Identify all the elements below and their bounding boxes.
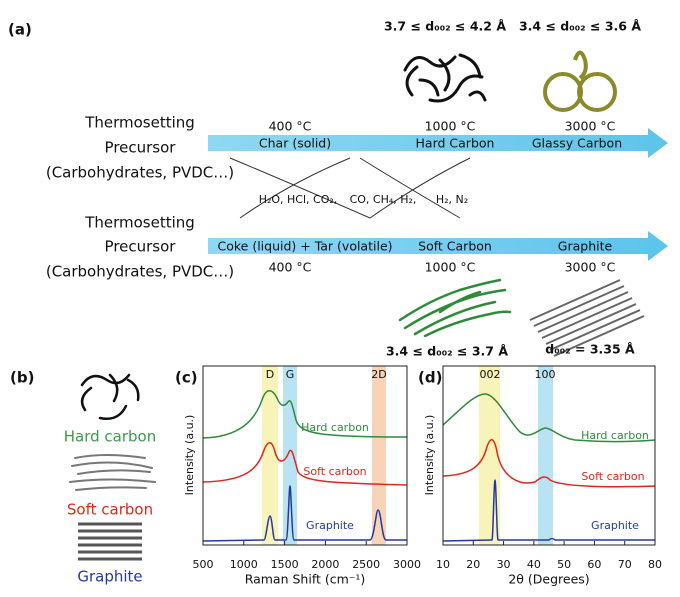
spacing-label: 3.7 ≤ d₀₀₂ ≤ 4.2 Å — [384, 19, 506, 34]
spectrum — [202, 485, 407, 542]
x-axis: 10 20 30 40 50 60 70 80 — [436, 541, 662, 571]
curve-label: Soft carbon — [581, 470, 644, 483]
spectrum — [202, 442, 408, 486]
x-tick-label: 1500 — [271, 558, 299, 571]
band — [479, 366, 500, 545]
temperature: 3000 °C — [565, 119, 616, 134]
band-label: D — [266, 368, 274, 381]
curve-label: Graphite — [306, 519, 354, 532]
glassy-carbon-icon — [543, 50, 617, 112]
process-arrow — [208, 128, 668, 158]
band-label: G — [286, 368, 295, 381]
temperature: 1000 °C — [425, 119, 476, 134]
band-label: 2D — [371, 368, 386, 381]
x-tick-label: 2500 — [352, 558, 380, 571]
x-axis-label: 2θ (Degrees) — [508, 572, 589, 587]
pattern — [442, 439, 656, 488]
spacing-label: 3.4 ≤ d₀₀₂ ≤ 3.7 Å — [386, 344, 508, 359]
band — [372, 366, 386, 545]
pattern — [442, 479, 655, 542]
temperature: 400 °C — [269, 260, 312, 275]
stage: Hard Carbon — [416, 136, 495, 151]
panel-label: (b) — [10, 369, 34, 387]
x-tick-label: 30 — [497, 558, 511, 571]
x-tick-label: 40 — [527, 558, 541, 571]
panel-label: (d) — [418, 369, 442, 387]
band — [262, 366, 278, 545]
gas-label: H₂O, HCl, CO₂, — [259, 193, 338, 206]
stage: Soft Carbon — [418, 239, 492, 254]
x-axis: 500 1000 1500 2000 2500 3000 — [193, 541, 421, 571]
x-tick-label: 60 — [587, 558, 601, 571]
x-tick-label: 500 — [193, 558, 214, 571]
curve-label: Graphite — [591, 519, 639, 532]
item-label: Soft carbon — [67, 501, 153, 519]
x-tick-label: 80 — [648, 558, 662, 571]
x-tick-label: 70 — [618, 558, 632, 571]
precursor-text: Precursor — [105, 139, 177, 157]
curve-label: Soft carbon — [303, 465, 366, 478]
x-tick-label: 3000 — [393, 558, 421, 571]
axes-frame — [202, 365, 408, 546]
stage: Coke (liquid) + Tar (volatile) — [217, 239, 392, 254]
x-axis-label: Raman Shift (cm⁻¹) — [245, 572, 366, 587]
temperature: 1000 °C — [425, 260, 476, 275]
x-tick-label: 1000 — [230, 558, 258, 571]
band-label: 100 — [535, 368, 556, 381]
curve-label: Hard carbon — [581, 429, 649, 442]
curve-label: Hard carbon — [301, 421, 369, 434]
stage: Glassy Carbon — [532, 136, 622, 151]
x-tick-label: 10 — [436, 558, 450, 571]
gas-label: H₂, N₂ — [436, 193, 468, 206]
axes-frame — [442, 365, 656, 546]
item-label: Graphite — [77, 568, 142, 586]
soft-carbon-icon — [69, 454, 156, 491]
spacing-label: d₀₀₂ = 3.35 Å — [545, 342, 635, 357]
band — [283, 366, 297, 545]
stage: Graphite — [558, 239, 613, 254]
precursor-text: (Carbohydrates, PVDC…) — [46, 164, 234, 182]
band — [538, 366, 553, 545]
spacing-label: 3.4 ≤ d₀₀₂ ≤ 3.6 Å — [519, 19, 641, 34]
spectrum — [202, 390, 408, 439]
x-tick-label: 20 — [466, 558, 480, 571]
y-axis-label: Intensity (a.u.) — [183, 415, 196, 496]
x-tick-label: 2000 — [311, 558, 339, 571]
precursor-text: Thermosetting — [84, 214, 195, 232]
panel-label: (a) — [8, 21, 32, 39]
hard-carbon-icon — [80, 373, 140, 420]
temperature: 3000 °C — [565, 260, 616, 275]
precursor-text: Thermosetting — [84, 114, 195, 132]
pattern — [442, 393, 656, 443]
soft-carbon-icon — [398, 278, 512, 338]
y-axis-label: Intensity (a.u.) — [423, 415, 436, 496]
panel-label: (c) — [175, 369, 198, 387]
item-label: Hard carbon — [64, 428, 156, 446]
graphite-icon — [78, 522, 142, 561]
x-tick-label: 50 — [557, 558, 571, 571]
temperature: 400 °C — [269, 119, 312, 134]
hard-carbon-icon — [403, 53, 487, 103]
graphite-icon — [529, 279, 645, 357]
stage: Char (solid) — [259, 136, 331, 151]
precursor-text: (Carbohydrates, PVDC…) — [46, 263, 234, 281]
band-label: 002 — [480, 368, 501, 381]
process-arrow — [208, 231, 668, 261]
precursor-text: Precursor — [105, 238, 177, 256]
gas-label: CO, CH₄, H₂, — [350, 193, 417, 206]
crossing-arrows — [229, 157, 471, 219]
